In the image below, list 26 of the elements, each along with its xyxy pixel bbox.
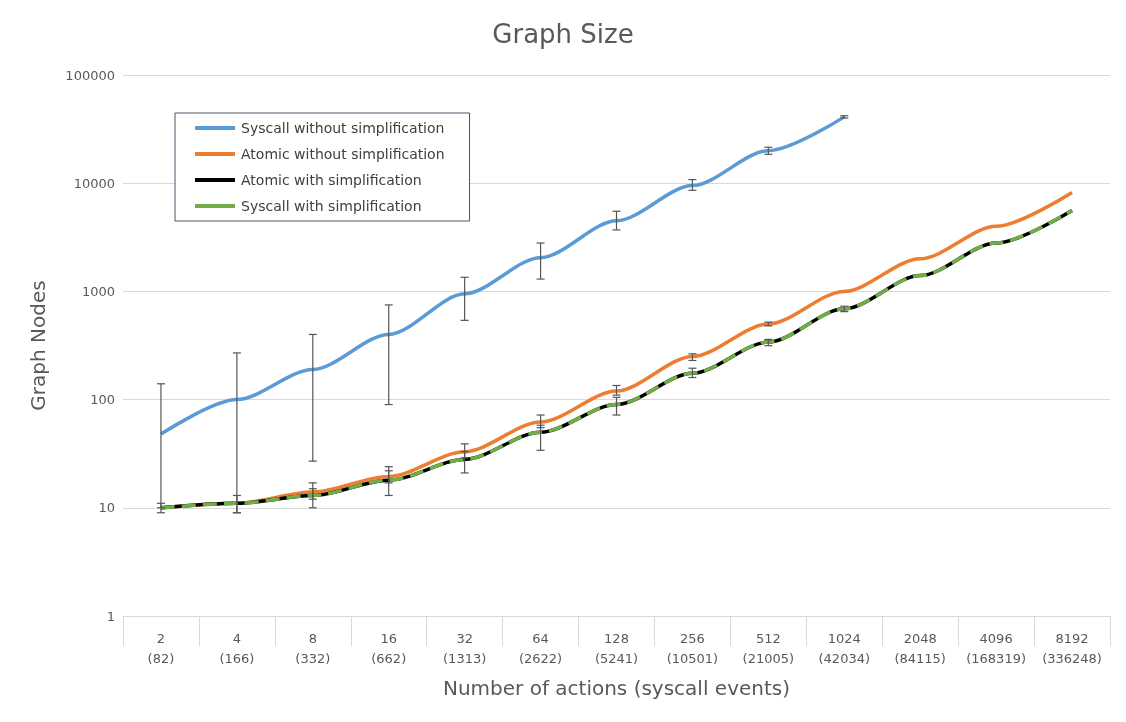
x-tick-label: 256 (10501) <box>666 630 719 666</box>
y-tick-label: 100000 <box>65 67 115 83</box>
x-tick-label: 4 (166) <box>219 630 255 666</box>
x-tick-label: 128 (5241) <box>594 630 639 666</box>
y-axis-title: Graph Nodes <box>26 280 50 411</box>
y-tick-label: 100 <box>90 392 115 408</box>
x-axis-title: Number of actions (syscall events) <box>442 676 791 700</box>
legend-label: Syscall with simplification <box>241 198 422 214</box>
y-tick-label: 10000 <box>73 175 115 191</box>
legend-label: Syscall without simplification <box>241 120 445 136</box>
y-tick-label: 1 <box>106 608 115 624</box>
y-tick-label: 10 <box>98 500 115 516</box>
x-tick-label: 16 (662) <box>371 630 407 666</box>
legend-label: Atomic with simplification <box>241 172 422 188</box>
x-tick-label: 64 (2622) <box>518 630 563 666</box>
x-tick-label: 8 (332) <box>295 630 331 666</box>
x-tick-label: 1024 (42034) <box>818 630 871 666</box>
x-tick-label: 4096 (168319) <box>966 630 1027 666</box>
chart-title: Graph Size <box>492 19 634 49</box>
x-tick-label: 2048 (84115) <box>894 630 946 666</box>
legend-label: Atomic without simplification <box>241 146 445 162</box>
x-tick-label: 32 (1313) <box>443 630 487 666</box>
y-tick-label: 1000 <box>81 283 115 299</box>
x-tick-label: 2 (82) <box>147 630 175 666</box>
x-tick-label: 512 (21005) <box>742 630 795 666</box>
x-tick-label: 8192 (336248) <box>1042 630 1102 666</box>
